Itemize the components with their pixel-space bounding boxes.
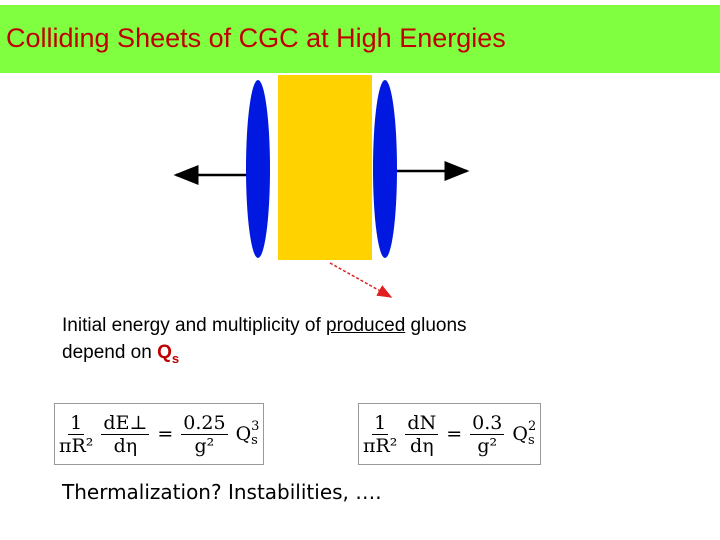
equals: =	[157, 423, 174, 445]
denominator: g²	[477, 434, 498, 457]
subscript: s	[251, 433, 258, 448]
sheet-left	[246, 80, 270, 258]
numerator: 0.3	[470, 411, 505, 435]
title: Colliding Sheets of CGC at High Energies	[6, 23, 506, 53]
factor-base: Q	[512, 423, 528, 445]
numerator: 1	[68, 411, 85, 435]
symbol-base: Q	[157, 342, 172, 363]
fraction: 0.3 g²	[470, 411, 505, 457]
denominator: πR²	[59, 434, 94, 457]
text-line: depend on Qs	[62, 342, 179, 366]
denominator: dη	[410, 434, 434, 457]
symbol-subscript: s	[171, 350, 180, 366]
fraction: dN dη	[405, 411, 439, 457]
symbol: Qs	[157, 342, 180, 366]
numerator: dE⊥	[101, 411, 150, 435]
equation: 1 πR² dN dη = 0.3 g² Q 2 s	[358, 403, 542, 465]
superscript: 3	[251, 419, 260, 434]
diagram	[173, 75, 470, 298]
fraction: 1 πR²	[59, 412, 93, 457]
fraction: dE⊥ dη	[101, 411, 150, 457]
text: Initial energy and multiplicity of	[62, 315, 321, 336]
numerator: dN	[405, 411, 439, 435]
underlined-text: produced	[326, 315, 406, 336]
denominator: dη	[113, 434, 138, 457]
fraction: 0.25 g²	[181, 411, 228, 457]
text: gluons	[410, 315, 467, 336]
fraction: 1 πR²	[363, 412, 397, 457]
denominator: g²	[194, 434, 215, 457]
factor-base: Q	[235, 423, 252, 445]
sheet-right	[373, 80, 397, 258]
gluon-arrow	[329, 262, 393, 298]
numerator: 1	[372, 411, 389, 435]
equals: =	[446, 423, 463, 445]
denominator: πR²	[363, 434, 398, 457]
superscript: 2	[527, 419, 537, 434]
sheet-overlap	[278, 75, 372, 260]
title-bar: Colliding Sheets of CGC at High Energies	[0, 5, 720, 73]
footer-text: Thermalization? Instabilities, ….	[62, 480, 382, 504]
text-line: Initial energy and multiplicity of produ…	[62, 315, 467, 337]
text: depend on	[62, 342, 152, 363]
numerator: 0.25	[181, 411, 228, 435]
equation: 1 πR² dE⊥ dη = 0.25 g² Q 3 s	[54, 403, 265, 465]
subscript: s	[527, 433, 535, 448]
